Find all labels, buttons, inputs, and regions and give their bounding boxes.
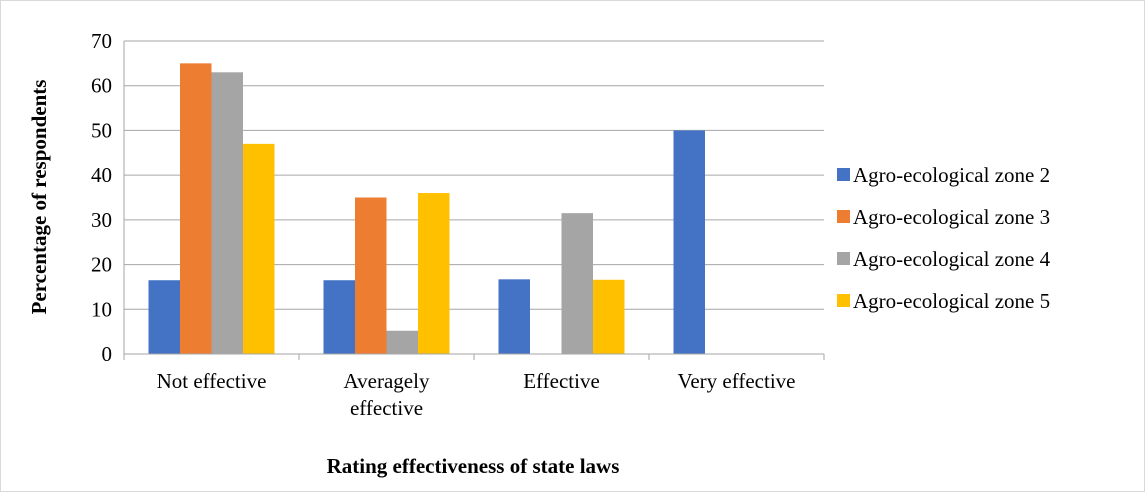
y-tick-label: 20 xyxy=(91,253,112,277)
y-axis-title: Percentage of respondents xyxy=(27,80,51,315)
bar-series3-cat2 xyxy=(386,330,418,354)
y-tick-label: 70 xyxy=(91,29,112,53)
x-category-label-line: effective xyxy=(350,396,423,420)
bar-series4-cat3 xyxy=(593,279,625,354)
y-tick-label: 60 xyxy=(91,74,112,98)
x-category-label: Averagely effective xyxy=(344,369,430,420)
legend: Agro-ecological zone 2 Agro-ecological zo… xyxy=(837,163,1051,313)
legend-label: Agro-ecological zone 4 xyxy=(853,247,1051,271)
x-category-label-line: Not effective xyxy=(157,369,267,393)
legend-swatch xyxy=(837,252,850,265)
x-category-label-line: Effective xyxy=(523,369,600,393)
y-tick-label: 0 xyxy=(102,342,113,366)
bars xyxy=(148,63,705,355)
legend-label: Agro-ecological zone 2 xyxy=(853,163,1050,187)
legend-swatch xyxy=(837,168,850,181)
x-category-label: Not effective xyxy=(157,369,267,393)
x-category-label: Effective xyxy=(523,369,600,393)
legend-label: Agro-ecological zone 5 xyxy=(853,289,1050,313)
bar-series3-cat3 xyxy=(561,213,593,354)
bar-series1-cat1 xyxy=(148,280,180,354)
x-category-label-line: Averagely xyxy=(344,369,430,393)
y-tick-label: 10 xyxy=(91,297,112,321)
y-tick-label: 30 xyxy=(91,208,112,232)
legend-swatch xyxy=(837,294,850,307)
y-tick-label: 40 xyxy=(91,163,112,187)
x-category-label: Very effective xyxy=(678,369,796,393)
x-axis-title: Rating effectiveness of state laws xyxy=(327,454,620,478)
legend-swatch xyxy=(837,210,850,223)
x-category-labels: Not effective Averagely effective Effective… xyxy=(157,369,796,420)
bar-series1-cat2 xyxy=(323,280,355,354)
bar-series1-cat4 xyxy=(673,130,705,354)
x-category-label-line: Very effective xyxy=(678,369,796,393)
bar-series3-cat1 xyxy=(211,72,243,355)
y-tick-labels: 0 10 20 30 40 50 60 70 xyxy=(91,29,112,366)
axes xyxy=(123,41,825,360)
bar-series2-cat2 xyxy=(355,197,387,354)
bar-series4-cat1 xyxy=(243,143,275,354)
bar-series2-cat1 xyxy=(180,63,212,354)
legend-label: Agro-ecological zone 3 xyxy=(853,205,1050,229)
y-tick-label: 50 xyxy=(91,118,112,142)
bar-series1-cat3 xyxy=(498,279,530,354)
bar-series4-cat2 xyxy=(418,193,450,354)
